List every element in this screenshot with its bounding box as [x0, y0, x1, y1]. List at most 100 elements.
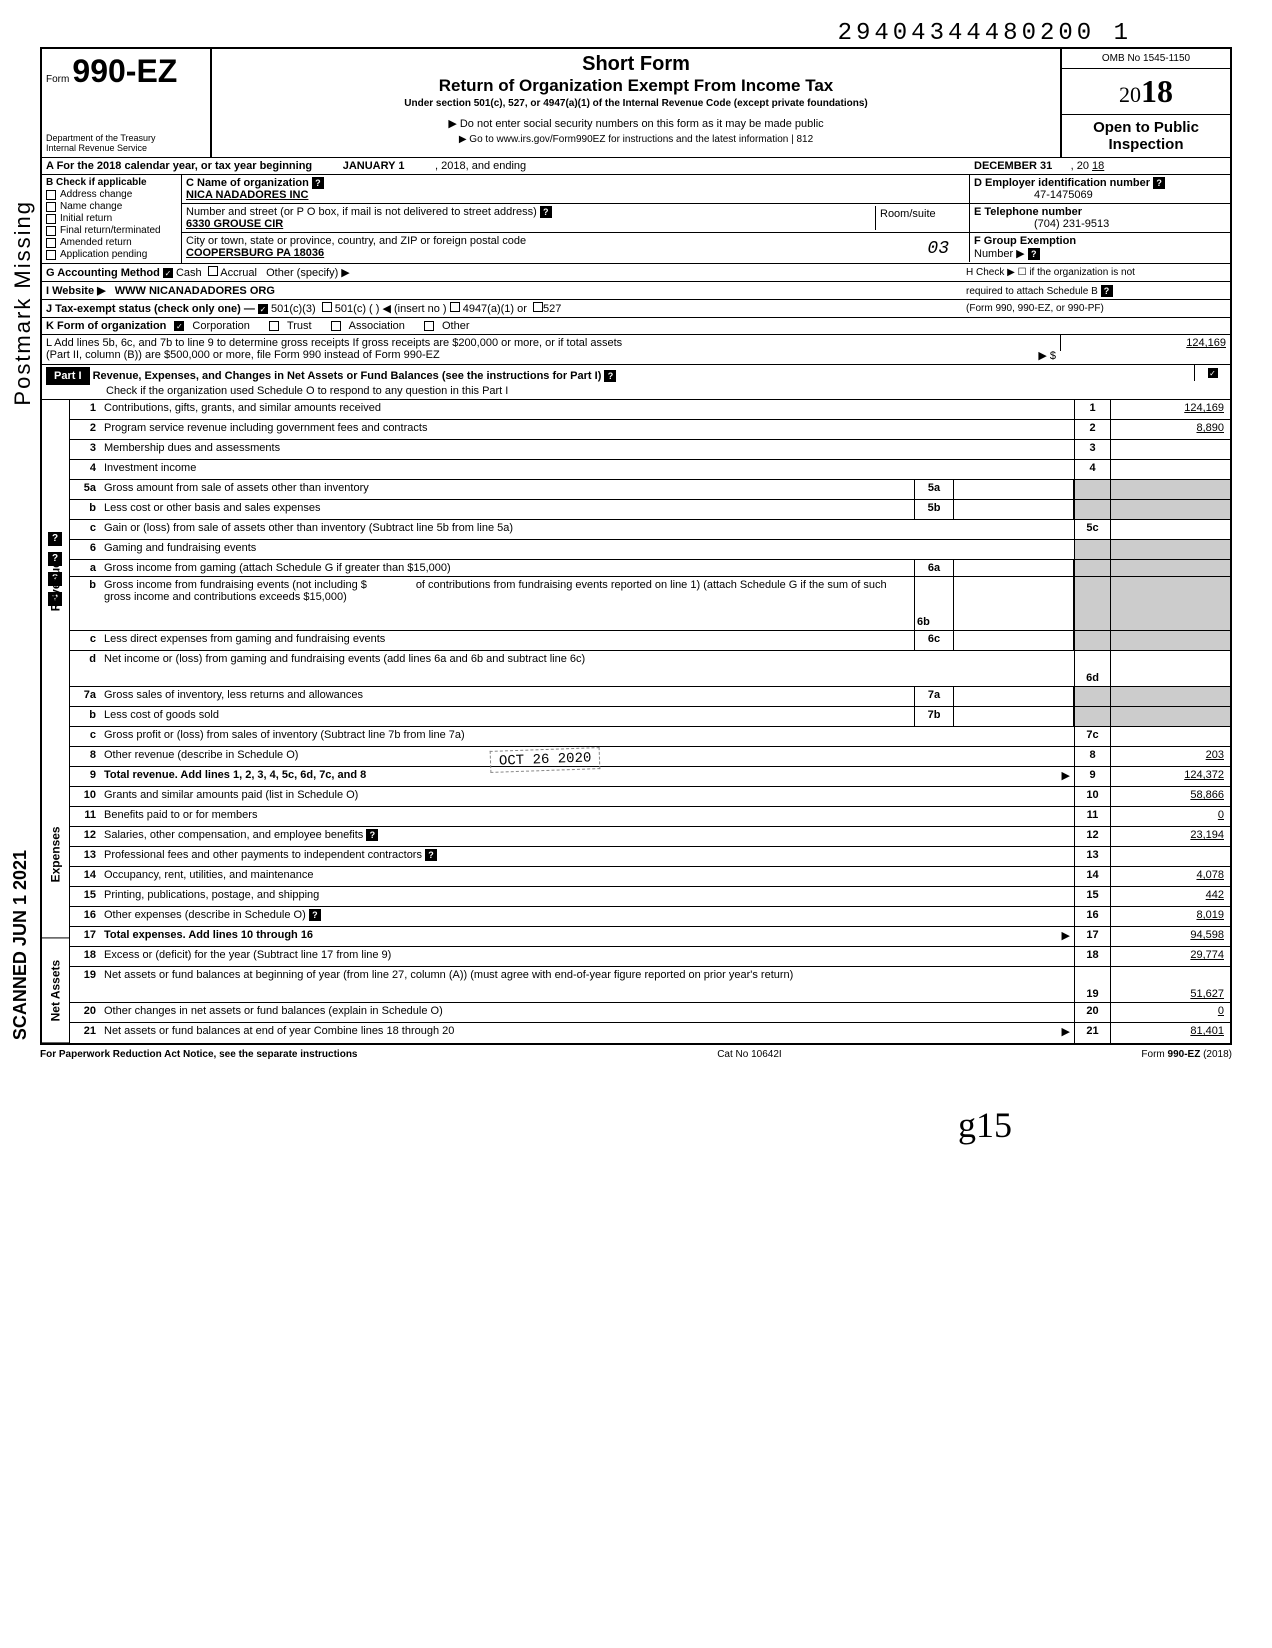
short-form-title: Short Form — [220, 53, 1052, 76]
initial-return-checkbox[interactable] — [46, 214, 56, 224]
footer-row: For Paperwork Reduction Act Notice, see … — [40, 1045, 1232, 1064]
help-icon: ? — [309, 909, 321, 921]
part1-header-row: Part I Revenue, Expenses, and Changes in… — [40, 364, 1232, 399]
city-label: City or town, state or province, country… — [186, 235, 526, 247]
line-14-desc: Occupancy, rent, utilities, and maintena… — [100, 867, 1074, 886]
line-17-desc: Total expenses. Add lines 10 through 16 — [104, 929, 313, 941]
help-icon: ? — [425, 849, 437, 861]
assoc-checkbox[interactable] — [331, 321, 341, 331]
section-b-label: B Check if applicable — [46, 177, 147, 188]
row-g-label: G Accounting Method — [46, 267, 160, 279]
schedule-o-checkbox[interactable]: ✓ — [1208, 368, 1218, 378]
line-3-val — [1110, 440, 1230, 459]
goto-url: ▶ Go to www.irs.gov/Form990EZ for instru… — [220, 134, 1052, 145]
street-label: Number and street (or P O box, if mail i… — [186, 206, 537, 218]
line-4-val — [1110, 460, 1230, 479]
cash-checkbox[interactable]: ✓ — [163, 268, 173, 278]
row-h-label: H Check ▶ ☐ if the organization is not — [966, 267, 1135, 278]
help-icon: ? — [604, 370, 616, 382]
final-return-checkbox[interactable] — [46, 226, 56, 236]
corp-label: Corporation — [192, 320, 249, 332]
form-number: 990-EZ — [72, 53, 177, 89]
part1-check-text: Check if the organization used Schedule … — [46, 385, 508, 397]
row-a-begin: JANUARY 1 — [343, 160, 405, 172]
accrual-label: Accrual — [220, 267, 257, 279]
addr-change-label: Address change — [60, 189, 132, 200]
line-13-desc: Professional fees and other payments to … — [104, 849, 422, 861]
line-19-val: 51,627 — [1110, 967, 1230, 1002]
4947-checkbox[interactable] — [450, 302, 460, 312]
line-5b-desc: Less cost or other basis and sales expen… — [100, 500, 914, 519]
line-16-val: 8,019 — [1110, 907, 1230, 926]
main-table: Revenue Expenses Net Assets 1Contributio… — [40, 399, 1232, 1045]
other-org-checkbox[interactable] — [424, 321, 434, 331]
section-d-label: D Employer identification number — [974, 177, 1150, 189]
row-h-label2: required to attach Schedule B — [966, 286, 1098, 297]
dept-treasury: Department of the Treasury — [46, 133, 206, 143]
row-k-label: K Form of organization — [46, 320, 166, 332]
line-6a-desc: Gross income from gaming (attach Schedul… — [100, 560, 914, 576]
dept-irs: Internal Revenue Service — [46, 143, 206, 153]
line-14-val: 4,078 — [1110, 867, 1230, 886]
line-7b-desc: Less cost of goods sold — [100, 707, 914, 726]
line-10-desc: Grants and similar amounts paid (list in… — [100, 787, 1074, 806]
line-11-val: 0 — [1110, 807, 1230, 826]
line-6c-desc: Less direct expenses from gaming and fun… — [100, 631, 914, 650]
netassets-vert-label: Net Assets — [42, 939, 69, 1043]
telephone-value: (704) 231-9513 — [974, 218, 1109, 230]
addr-change-checkbox[interactable] — [46, 190, 56, 200]
help-icon: ? — [312, 177, 324, 189]
assoc-label: Association — [349, 320, 405, 332]
ein-value: 47-1475069 — [974, 189, 1093, 201]
line-9-val: 124,372 — [1110, 767, 1230, 786]
row-l: L Add lines 5b, 6c, and 7b to line 9 to … — [40, 334, 1232, 364]
date-stamp: OCT 26 2020 — [490, 747, 601, 773]
initial-return-label: Initial return — [60, 213, 112, 224]
accrual-checkbox[interactable] — [208, 266, 218, 276]
help-icon: ? — [540, 206, 552, 218]
line-20-val: 0 — [1110, 1003, 1230, 1022]
527-label: 527 — [543, 303, 561, 315]
trust-label: Trust — [287, 320, 312, 332]
line-8-val: 203 — [1110, 747, 1230, 766]
501c3-checkbox[interactable]: ✓ — [258, 304, 268, 314]
website-value: WWW NICANADADORES ORG — [115, 285, 275, 297]
line-2-desc: Program service revenue including govern… — [100, 420, 1074, 439]
tax-year: 2018 — [1062, 69, 1230, 115]
row-k: K Form of organization ✓ Corporation Tru… — [40, 317, 1232, 334]
527-checkbox[interactable] — [533, 302, 543, 312]
row-l-text1: L Add lines 5b, 6c, and 7b to line 9 to … — [46, 337, 1056, 349]
app-pending-checkbox[interactable] — [46, 250, 56, 260]
name-change-checkbox[interactable] — [46, 202, 56, 212]
line-12-desc: Salaries, other compensation, and employ… — [104, 829, 363, 841]
amended-checkbox[interactable] — [46, 238, 56, 248]
line-2-val: 8,890 — [1110, 420, 1230, 439]
other-org-label: Other — [442, 320, 470, 332]
line-6d-desc: Net income or (loss) from gaming and fun… — [100, 651, 1074, 686]
street-value: 6330 GROUSE CIR — [186, 218, 283, 230]
open-public: Open to Public — [1066, 119, 1226, 136]
line-18-val: 29,774 — [1110, 947, 1230, 966]
gross-receipts-value: 124,169 — [1060, 335, 1230, 351]
line-7c-desc: Gross profit or (loss) from sales of inv… — [100, 727, 1074, 746]
line-4-desc: Investment income — [100, 460, 1074, 479]
line-10-val: 58,866 — [1110, 787, 1230, 806]
revenue-vert-label: Revenue — [42, 400, 69, 772]
footer-right: Form 990-EZ (2018) — [1141, 1049, 1232, 1060]
row-l-text2: (Part II, column (B)) are $500,000 or mo… — [46, 349, 440, 361]
help-icon: ? — [1028, 248, 1040, 260]
other-method-label: Other (specify) ▶ — [266, 267, 350, 279]
row-a-end-year-label: , 20 — [1071, 160, 1089, 172]
help-icon: ? — [366, 829, 378, 841]
row-i-label: I Website ▶ — [46, 285, 106, 297]
form-word: Form — [46, 74, 69, 85]
501c-checkbox[interactable] — [322, 302, 332, 312]
line-21-desc: Net assets or fund balances at end of ye… — [104, 1025, 454, 1037]
handwritten-initials: g15 — [40, 1104, 1232, 1146]
row-a-end-year: 18 — [1092, 160, 1104, 172]
trust-checkbox[interactable] — [269, 321, 279, 331]
corp-checkbox[interactable]: ✓ — [174, 321, 184, 331]
line-9-desc: Total revenue. Add lines 1, 2, 3, 4, 5c,… — [104, 769, 366, 781]
line-15-desc: Printing, publications, postage, and shi… — [100, 887, 1074, 906]
row-i: I Website ▶ WWW NICANADADORES ORG requir… — [40, 281, 1232, 299]
